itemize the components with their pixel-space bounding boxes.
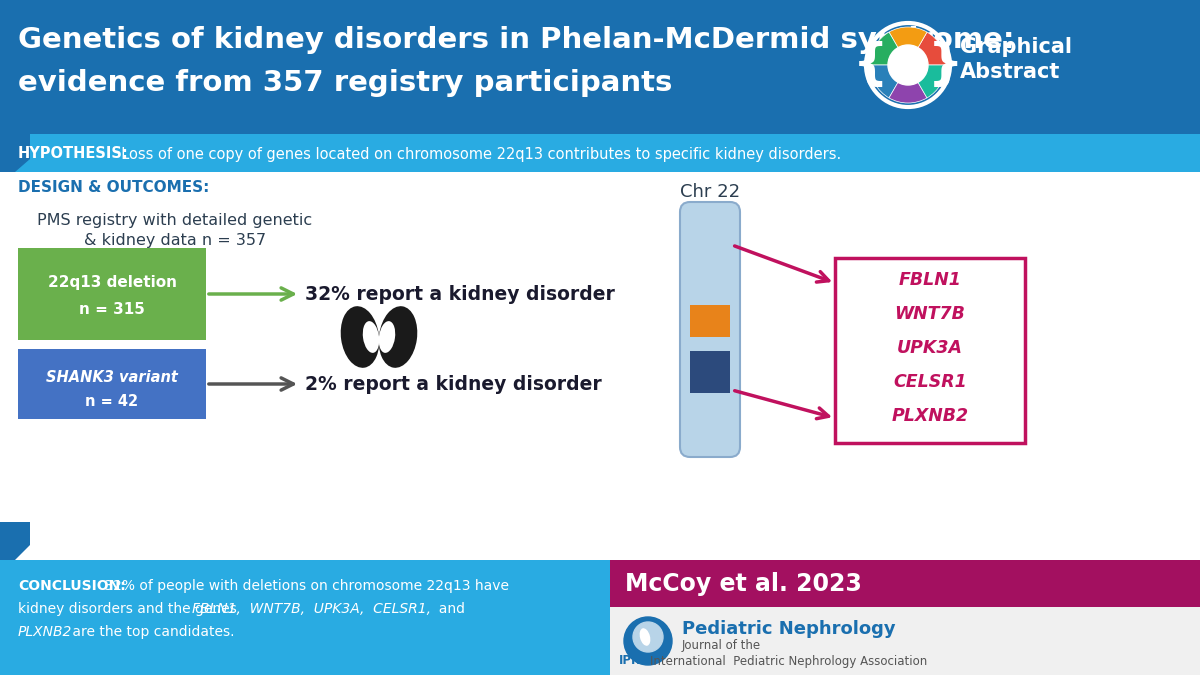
Text: Pediatric Nephrology: Pediatric Nephrology bbox=[682, 620, 895, 638]
Text: 32% report a kidney disorder: 32% report a kidney disorder bbox=[305, 284, 614, 304]
Text: and: and bbox=[430, 602, 466, 616]
Text: WNT7B: WNT7B bbox=[894, 305, 966, 323]
Text: McCoy et al. 2023: McCoy et al. 2023 bbox=[625, 572, 862, 596]
Wedge shape bbox=[908, 32, 946, 65]
Text: FBLN1: FBLN1 bbox=[899, 271, 961, 289]
Text: Genetics of kidney disorders in Phelan-McDermid syndrome:: Genetics of kidney disorders in Phelan-M… bbox=[18, 26, 1014, 54]
Text: kidney disorders and the genes: kidney disorders and the genes bbox=[18, 602, 241, 616]
Bar bbox=[610, 560, 1200, 607]
Text: evidence from 357 registry participants: evidence from 357 registry participants bbox=[18, 69, 672, 97]
Bar bbox=[0, 560, 610, 675]
Polygon shape bbox=[0, 522, 30, 560]
Text: DESIGN & OUTCOMES:: DESIGN & OUTCOMES: bbox=[18, 180, 209, 196]
Text: {: { bbox=[853, 41, 889, 89]
Polygon shape bbox=[0, 134, 30, 172]
Circle shape bbox=[888, 45, 928, 85]
Text: Graphical: Graphical bbox=[960, 37, 1072, 57]
Text: CONCLUSION:: CONCLUSION: bbox=[18, 579, 126, 593]
Text: PMS registry with detailed genetic: PMS registry with detailed genetic bbox=[37, 213, 312, 227]
Text: FBLN1,  WNT7B,  UPK3A,  CELSR1,: FBLN1, WNT7B, UPK3A, CELSR1, bbox=[192, 602, 431, 616]
Circle shape bbox=[634, 622, 662, 652]
Text: }: } bbox=[929, 41, 964, 89]
Wedge shape bbox=[908, 65, 946, 98]
Text: International  Pediatric Nephrology Association: International Pediatric Nephrology Assoc… bbox=[650, 655, 928, 668]
Bar bbox=[610, 560, 1200, 675]
Text: 22q13 deletion: 22q13 deletion bbox=[48, 275, 176, 290]
Text: IPNA: IPNA bbox=[619, 655, 652, 668]
Text: Chr 22: Chr 22 bbox=[680, 183, 740, 201]
Text: Loss of one copy of genes located on chromosome 22q13 contributes to specific ki: Loss of one copy of genes located on chr… bbox=[112, 146, 841, 161]
Ellipse shape bbox=[341, 306, 379, 368]
Text: SHANK3 variant: SHANK3 variant bbox=[46, 369, 178, 385]
Text: & kidney data n = 357: & kidney data n = 357 bbox=[84, 232, 266, 248]
Wedge shape bbox=[889, 65, 928, 103]
Text: Journal of the: Journal of the bbox=[682, 639, 761, 653]
Bar bbox=[0, 0, 1200, 135]
Ellipse shape bbox=[379, 306, 418, 368]
Bar bbox=[0, 134, 1200, 172]
Wedge shape bbox=[870, 65, 908, 98]
FancyBboxPatch shape bbox=[680, 202, 740, 457]
Text: Abstract: Abstract bbox=[960, 62, 1061, 82]
Text: n = 42: n = 42 bbox=[85, 394, 138, 410]
Bar bbox=[690, 351, 730, 393]
Text: CELSR1: CELSR1 bbox=[893, 373, 967, 391]
Bar bbox=[18, 349, 206, 419]
Bar bbox=[690, 305, 730, 337]
Ellipse shape bbox=[640, 628, 650, 646]
Bar bbox=[835, 258, 1025, 443]
Text: n = 315: n = 315 bbox=[79, 302, 145, 317]
Text: are the top candidates.: are the top candidates. bbox=[68, 625, 234, 639]
Bar bbox=[18, 248, 206, 340]
Ellipse shape bbox=[379, 321, 395, 353]
Wedge shape bbox=[889, 27, 928, 65]
Text: HYPOTHESIS:: HYPOTHESIS: bbox=[18, 146, 128, 161]
Text: 2% report a kidney disorder: 2% report a kidney disorder bbox=[305, 375, 601, 394]
Wedge shape bbox=[870, 32, 908, 65]
Text: UPK3A: UPK3A bbox=[898, 339, 964, 357]
Circle shape bbox=[624, 617, 672, 665]
Text: PLXNB2: PLXNB2 bbox=[892, 407, 968, 425]
Ellipse shape bbox=[362, 321, 379, 353]
Text: PLXNB2: PLXNB2 bbox=[18, 625, 72, 639]
Text: 32% of people with deletions on chromosome 22q13 have: 32% of people with deletions on chromoso… bbox=[100, 579, 509, 593]
Bar bbox=[0, 172, 1200, 560]
